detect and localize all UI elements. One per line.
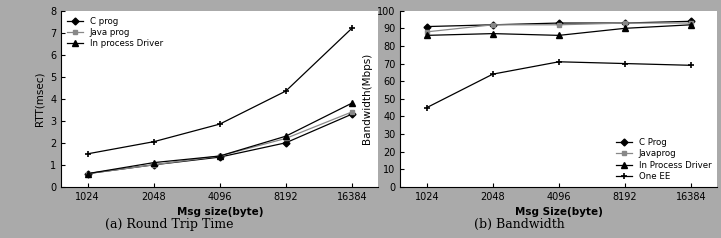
Line: Javaprog: Javaprog xyxy=(425,21,694,34)
Line: In process Driver: In process Driver xyxy=(85,100,355,176)
C Prog xyxy=(621,22,629,25)
C prog xyxy=(149,163,158,166)
Line: Java prog: Java prog xyxy=(85,109,354,176)
Legend: C Prog, Javaprog, In Process Driver, One EE: C Prog, Javaprog, In Process Driver, One… xyxy=(614,137,713,183)
Y-axis label: RTT(msec): RTT(msec) xyxy=(35,72,45,126)
Line: C Prog: C Prog xyxy=(425,19,694,29)
C prog xyxy=(84,172,92,175)
Javaprog xyxy=(554,23,563,26)
Java prog xyxy=(84,172,92,175)
Java prog xyxy=(216,155,224,158)
C prog xyxy=(348,113,356,116)
Java prog xyxy=(281,137,290,140)
C prog xyxy=(216,156,224,159)
Line: C prog: C prog xyxy=(85,112,354,176)
C Prog xyxy=(554,22,563,25)
Text: (a) Round Trip Time: (a) Round Trip Time xyxy=(105,218,234,231)
Javaprog xyxy=(423,30,431,33)
X-axis label: Msg size(byte): Msg size(byte) xyxy=(177,207,263,217)
In process Driver xyxy=(281,135,290,138)
One EE xyxy=(423,106,431,109)
Javaprog xyxy=(621,22,629,25)
C Prog xyxy=(686,20,695,23)
In process Driver xyxy=(216,155,224,158)
Legend: C prog, Java prog, In process Driver: C prog, Java prog, In process Driver xyxy=(66,15,164,50)
In Process Driver xyxy=(489,32,497,35)
Javaprog xyxy=(686,22,695,25)
In Process Driver xyxy=(621,27,629,30)
In process Driver xyxy=(149,161,158,164)
In process Driver xyxy=(348,102,356,105)
Text: (b) Bandwidth: (b) Bandwidth xyxy=(474,218,565,231)
C prog xyxy=(281,141,290,144)
One EE xyxy=(489,73,497,75)
In Process Driver xyxy=(554,34,563,37)
Java prog xyxy=(348,110,356,114)
X-axis label: Msg Size(byte): Msg Size(byte) xyxy=(515,207,603,217)
One EE xyxy=(686,64,695,67)
Y-axis label: Bandwidth(Mbps): Bandwidth(Mbps) xyxy=(362,53,371,144)
In Process Driver xyxy=(423,34,431,37)
In process Driver xyxy=(84,172,92,175)
Java prog xyxy=(149,163,158,166)
One EE xyxy=(621,62,629,65)
Javaprog xyxy=(489,23,497,26)
Line: In Process Driver: In Process Driver xyxy=(424,22,694,38)
C Prog xyxy=(489,23,497,26)
Line: One EE: One EE xyxy=(423,58,694,111)
C Prog xyxy=(423,25,431,28)
In Process Driver xyxy=(686,23,695,26)
One EE xyxy=(554,60,563,63)
